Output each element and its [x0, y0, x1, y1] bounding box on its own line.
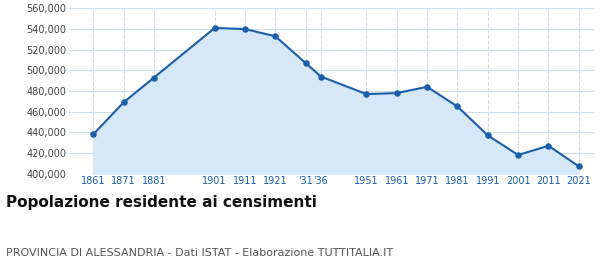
Point	[301, 61, 311, 65]
Point	[88, 132, 98, 137]
Point	[422, 85, 432, 89]
Point	[362, 92, 371, 96]
Text: PROVINCIA DI ALESSANDRIA - Dati ISTAT - Elaborazione TUTTITALIA.IT: PROVINCIA DI ALESSANDRIA - Dati ISTAT - …	[6, 248, 393, 258]
Text: Popolazione residente ai censimenti: Popolazione residente ai censimenti	[6, 195, 317, 210]
Point	[514, 153, 523, 157]
Point	[544, 143, 553, 148]
Point	[271, 34, 280, 39]
Point	[483, 133, 493, 138]
Point	[119, 100, 128, 105]
Point	[452, 104, 462, 109]
Point	[316, 74, 326, 79]
Point	[574, 164, 584, 169]
Point	[149, 75, 159, 80]
Point	[210, 26, 220, 30]
Point	[392, 91, 401, 95]
Point	[240, 27, 250, 31]
